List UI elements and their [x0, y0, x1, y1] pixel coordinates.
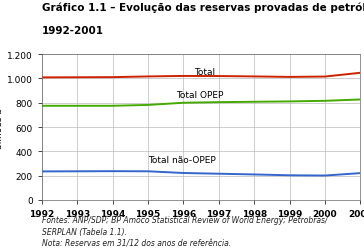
Text: Total OPEP: Total OPEP [176, 90, 224, 100]
Text: 1992-2001: 1992-2001 [42, 26, 104, 36]
Text: Fontes: ANP/SDP; BP Amoco Statistical Review of World Energy; Petrobras/
SERPLAN: Fontes: ANP/SDP; BP Amoco Statistical Re… [42, 215, 328, 248]
Text: Gráfico 1.1 – Evolução das reservas provadas de petróleo: Gráfico 1.1 – Evolução das reservas prov… [42, 2, 364, 13]
Text: Total não-OPEP: Total não-OPEP [148, 156, 216, 164]
Y-axis label: bilhões b: bilhões b [0, 107, 4, 148]
Text: Total: Total [194, 68, 215, 76]
